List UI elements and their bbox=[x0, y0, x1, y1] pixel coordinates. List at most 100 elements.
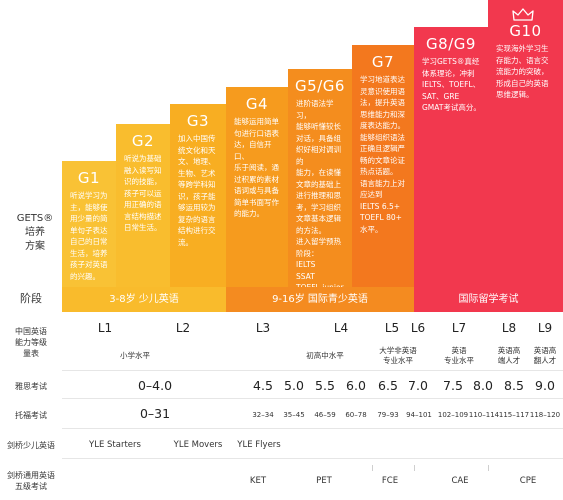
grade-desc-line: 灵意识使用语 bbox=[360, 86, 405, 96]
grade-desc-line: 加入中国传 bbox=[178, 134, 216, 143]
main-suite-exam: CPE bbox=[519, 476, 537, 486]
grade-desc-line: 自己的日常 bbox=[70, 237, 108, 246]
cefr-row-label: 中国英语 能力等级 量表 bbox=[0, 326, 62, 359]
grade-block-g1: G1 听说学习为 主，能够使 用少量的简 单句子表达 自己的日常 生活，培养 孩子对英语 的兴… bbox=[62, 161, 116, 287]
ielts-score: 5.5 bbox=[315, 378, 335, 393]
grade-desc-line: 用正确的语 bbox=[124, 200, 162, 209]
grade-block-g2: G2 听说为基础 融入读写知 识的技能， 孩子可以运 用正确的语 言结构描述 日常生活。 bbox=[116, 124, 170, 287]
main-suite-exam: PET bbox=[316, 476, 332, 486]
grade-desc: 听说为基础 融入读写知 识的技能， 孩子可以运 用正确的语 言结构描述 日常生活。 bbox=[116, 150, 170, 234]
grade-desc-line: IELTS bbox=[296, 260, 316, 269]
grade-desc-line: 句进行口语表 bbox=[234, 128, 279, 138]
stage-row-label: 阶段 bbox=[20, 292, 42, 305]
grade-desc-line: 正确且逻辑严 bbox=[360, 144, 405, 153]
grade-desc-line: 乐于阅读，通 bbox=[234, 163, 279, 172]
grade-title: G5/G6 bbox=[295, 77, 345, 95]
yle-row-label: 剑桥少儿英语 bbox=[7, 441, 55, 450]
grade-desc-line: 对话，具备组 bbox=[296, 133, 341, 143]
grade-block-g3: G3 加入中国传 统文化和天 文、地理、 生物、艺术 等跨学科知 识，孩子能 够运用较为 复杂… bbox=[170, 104, 226, 287]
ielts-score: 0–4.0 bbox=[137, 378, 173, 393]
grade-desc-line: 文章的基础上 bbox=[296, 179, 341, 189]
level-desc-major: 英语 专业水平 bbox=[434, 346, 484, 366]
grade-desc-line: 达，自信开口、 bbox=[234, 140, 272, 161]
column-tick bbox=[414, 465, 415, 471]
cefr-label-line: 中国英语 bbox=[15, 327, 47, 336]
desc-line: 英语 bbox=[451, 346, 467, 355]
stage-bar-kids: 3-8岁 少儿英语 bbox=[62, 287, 226, 312]
grade-desc: 能够运用简单 句进行口语表 达，自信开口、 乐于阅读，通 过积累的素材 语词或与具备 简单书… bbox=[226, 113, 288, 220]
grade-desc-line: 日常生活。 bbox=[124, 223, 162, 232]
grade-desc-line: 流。 bbox=[178, 237, 193, 247]
grade-desc-line: 文、地理、 bbox=[178, 157, 216, 166]
grade-desc-line: 孩子可以运 bbox=[124, 188, 162, 198]
yle-exam: YLE Starters bbox=[89, 440, 141, 450]
ielts-score: 4.5 bbox=[253, 378, 273, 393]
grade-desc-line: 水平。 bbox=[360, 224, 383, 234]
grade-desc-line: 主，能够使 bbox=[70, 202, 108, 212]
grade-desc-line: 统文化和天 bbox=[178, 145, 216, 155]
grade-desc-line: 听说为基础 bbox=[124, 154, 162, 163]
stage-bar-abroad: 国际留学考试 bbox=[414, 287, 563, 312]
grade-desc-line: 够运用较为 bbox=[178, 203, 216, 212]
level-l5: L5 bbox=[384, 321, 400, 335]
grade-desc-line: 应达到 bbox=[360, 190, 383, 199]
grade-block-g5g6: G5/G6 进阶语法学习， 能够听懂较长 对话，具备组 织好相对调训的 能力，在读懂 文章… bbox=[288, 69, 352, 292]
crown-icon bbox=[512, 8, 534, 21]
grade-desc-line: 热点话题。 bbox=[360, 167, 398, 176]
ielts-score: 5.0 bbox=[284, 378, 304, 393]
grade-desc-line: 融入读写知 bbox=[124, 165, 162, 175]
grade-desc-line: 进阶语法学习， bbox=[296, 99, 334, 120]
toefl-score: 35–45 bbox=[283, 411, 305, 419]
grade-block-g10: G10 实现海外学习生 存能力、语言交 流能力的突破， 形成自己的英语 思维逻辑。 bbox=[488, 0, 563, 287]
ielts-score: 7.0 bbox=[408, 378, 428, 393]
grade-desc-line: 文章基本逻辑 bbox=[296, 214, 341, 223]
grade-desc-line: 过积累的素材 bbox=[234, 174, 279, 184]
ielts-score: 8.5 bbox=[504, 378, 524, 393]
grade-desc-line: 畅的文章论证 bbox=[360, 155, 405, 165]
divider bbox=[62, 398, 563, 399]
desc-line: 英语高 bbox=[497, 346, 521, 355]
level-desc-top: 英语高 翻人才 bbox=[526, 346, 563, 366]
main-suite-exam: CAE bbox=[451, 476, 469, 486]
grade-desc-line: 言结构描述 bbox=[124, 211, 162, 221]
grade-desc-line: 思维逻辑。 bbox=[496, 90, 534, 99]
divider bbox=[62, 370, 563, 371]
gets-label-line: 方案 bbox=[25, 241, 45, 252]
grade-title: G3 bbox=[186, 112, 210, 130]
grade-desc-line: 语词或与具备 bbox=[234, 186, 279, 195]
grade-desc-line: 法，提升英语 bbox=[360, 98, 405, 107]
toefl-score: 102–109 bbox=[437, 411, 469, 419]
grade-desc-line: GMAT考试高分。 bbox=[422, 103, 481, 112]
grade-desc-line: 进入留学预热 bbox=[296, 237, 341, 246]
gets-label-line: 培养 bbox=[25, 227, 45, 238]
level-desc-translator: 英语高 端人才 bbox=[490, 346, 528, 366]
toefl-score: 94–101 bbox=[406, 411, 432, 419]
grade-title: G1 bbox=[77, 169, 101, 187]
cefr-label-line: 能力等级 bbox=[15, 338, 47, 347]
toefl-score: 79–93 bbox=[377, 411, 399, 419]
ielts-score: 6.5 bbox=[378, 378, 398, 393]
grade-desc-line: 用少量的简 bbox=[70, 214, 108, 223]
grade-desc-line: 的能力。 bbox=[234, 209, 264, 218]
grade-desc-line: 能够运用简单 bbox=[234, 117, 279, 126]
desc-line: 专业水平 bbox=[383, 356, 413, 365]
level-l7: L7 bbox=[451, 321, 467, 335]
grade-desc-line: 实现海外学习生 bbox=[496, 44, 549, 53]
grade-desc-line: 的方法。 bbox=[296, 225, 326, 235]
level-l1: L1 bbox=[97, 321, 113, 335]
grade-desc-line: 思维能力和深 bbox=[360, 109, 405, 119]
main-suite-exam: FCE bbox=[381, 476, 399, 486]
toefl-score: 46–59 bbox=[314, 411, 336, 419]
toefl-row-label: 托福考试 bbox=[15, 411, 47, 420]
toefl-score: 115–117 bbox=[498, 411, 530, 419]
ielts-score: 9.0 bbox=[535, 378, 555, 393]
grade-desc-line: 存能力、语言交 bbox=[496, 55, 549, 65]
grade-title: G4 bbox=[245, 95, 269, 113]
level-l4: L4 bbox=[333, 321, 349, 335]
toefl-score: 60–78 bbox=[345, 411, 367, 419]
desc-line: 专业水平 bbox=[444, 356, 474, 365]
gets-label: GETS® 培养 方案 bbox=[8, 212, 62, 254]
level-desc-junior: 初高中水平 bbox=[306, 351, 344, 360]
grade-desc-line: 进行推理和思 bbox=[296, 191, 341, 200]
grade-desc: 听说学习为 主，能够使 用少量的简 单句子表达 自己的日常 生活，培养 孩子对英语 的兴趣。 bbox=[62, 187, 116, 282]
